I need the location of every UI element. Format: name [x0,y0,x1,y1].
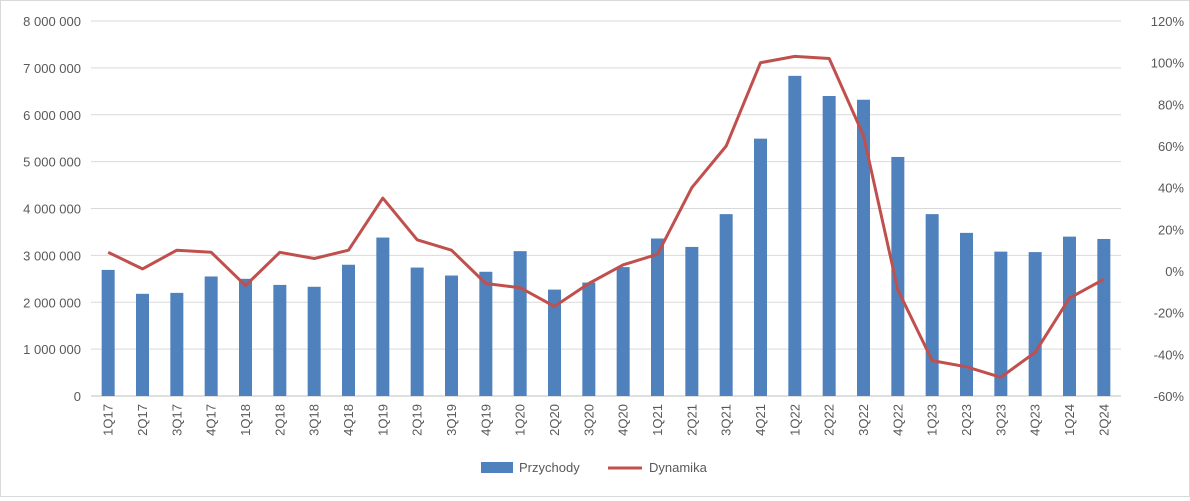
x-tick-label: 4Q19 [478,404,493,436]
bar-3q19 [445,275,458,396]
bar-2q22 [822,96,836,396]
y-left-tick-label: 4 000 000 [23,202,81,217]
bar-2q23 [960,232,973,396]
x-tick-label: 3Q17 [169,404,184,436]
x-tick-label: 1Q20 [513,404,528,436]
bar-4q19 [479,271,493,396]
y-left-tick-label: 6 000 000 [23,108,81,123]
x-tick-label: 2Q17 [135,404,150,436]
bar-4q20 [616,267,630,396]
y-right-tick-label: 80% [1158,97,1184,112]
x-tick-label: 1Q22 [787,404,802,436]
x-tick-label: 3Q19 [444,404,459,436]
x-axis: 1Q17 2Q17 3Q17 4Q17 1Q18 2Q18 3Q18 4Q18 1Q19 2Q19… [101,404,1112,436]
y-right-tick-label: 20% [1158,222,1184,237]
y-left-tick-label: 1 000 000 [23,342,81,357]
x-tick-label: 2Q22 [822,404,837,436]
x-tick-label: 2Q20 [547,404,562,436]
legend-swatch-przychody [481,462,513,473]
bar-2q24 [1097,238,1111,396]
x-tick-label: 1Q21 [650,404,665,436]
bar-2q20 [548,289,561,396]
y-right-tick-label: -60% [1154,389,1185,404]
y-right-tick-label: 60% [1158,139,1184,154]
y-left-tick-label: 8 000 000 [23,14,81,29]
y-left-tick-label: 2 000 000 [23,295,81,310]
x-tick-label: 1Q19 [375,404,390,436]
bar-3q23 [994,251,1008,396]
line-series [107,54,1105,379]
x-tick-label: 3Q20 [581,404,596,436]
x-tick-label: 1Q24 [1062,404,1077,436]
bar-2q21 [685,246,699,396]
y-axis-right: -60% -40% -20% 0% 20% 40% 60% 80% 100% 120% [1151,14,1185,404]
bar-1q19 [376,237,390,396]
bar-1q24 [1063,236,1076,396]
bar-3q20 [582,282,596,396]
x-tick-label: 3Q22 [856,404,871,436]
x-tick-label: 4Q22 [890,404,905,436]
x-tick-label: 4Q23 [1028,404,1043,436]
x-tick-label: 4Q20 [616,404,631,436]
x-tick-label: 4Q18 [341,404,356,436]
y-left-tick-label: 3 000 000 [23,248,81,263]
bar-3q22 [857,99,870,396]
bar-series [101,75,1111,396]
bar-1q20 [513,251,527,396]
x-tick-label: 2Q24 [1096,404,1111,436]
bar-1q21 [651,238,664,396]
bar-1q18 [239,278,252,396]
x-tick-label: 1Q23 [925,404,940,436]
y-right-tick-label: 0% [1165,264,1184,279]
bar-1q23 [925,214,939,396]
bar-4q23 [1028,252,1042,396]
x-tick-label: 2Q19 [410,404,425,436]
bar-4q22 [891,156,905,396]
x-tick-label: 2Q18 [272,404,287,436]
y-right-tick-label: -20% [1154,306,1185,321]
bar-1q22 [788,75,802,396]
y-left-tick-label: 0 [74,389,81,404]
bar-2q18 [273,284,287,396]
y-right-tick-label: 100% [1151,56,1185,71]
legend: Przychody Dynamika [481,460,708,475]
bar-3q17 [170,292,184,396]
x-tick-label: 2Q23 [959,404,974,436]
bar-2q17 [136,293,149,396]
x-tick-label: 3Q21 [719,404,734,436]
legend-label-dynamika: Dynamika [649,460,708,475]
y-right-tick-label: 40% [1158,181,1184,196]
x-tick-label: 1Q18 [238,404,253,436]
legend-label-przychody: Przychody [519,460,580,475]
x-tick-label: 3Q23 [993,404,1008,436]
x-tick-label: 4Q17 [204,404,219,436]
bar-4q21 [754,138,767,396]
gridlines [91,20,1121,397]
bar-1q17 [101,269,115,396]
bar-2q19 [410,267,424,396]
x-tick-label: 4Q21 [753,404,768,436]
bar-4q18 [342,264,355,396]
dynamika-line [107,54,1105,379]
y-left-tick-label: 7 000 000 [23,61,81,76]
bar-3q18 [307,286,321,396]
y-right-tick-label: 120% [1151,14,1185,29]
x-tick-label: 1Q17 [101,404,116,436]
y-right-tick-label: -40% [1154,347,1185,362]
x-tick-label: 3Q18 [307,404,322,436]
x-tick-label: 2Q21 [684,404,699,436]
bar-4q17 [204,276,218,396]
bar-3q21 [719,214,733,396]
y-axis-left: 0 1 000 000 2 000 000 3 000 000 4 000 000 5 0… [23,14,81,404]
y-left-tick-label: 5 000 000 [23,155,81,170]
